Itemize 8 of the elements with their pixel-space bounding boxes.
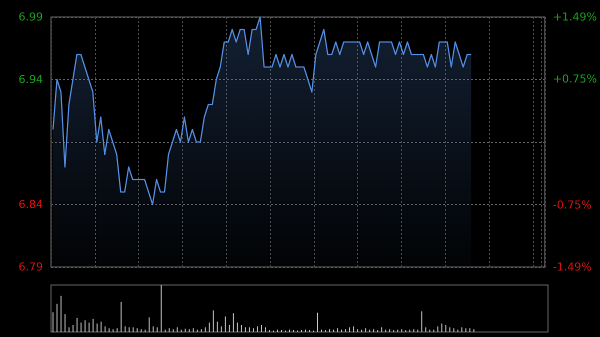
y2-tick-label: -0.75% — [552, 198, 592, 212]
y-tick-label: 6.94 — [18, 73, 43, 86]
y2-tick-label: +0.75% — [552, 72, 598, 86]
y-tick-label: 6.84 — [18, 198, 43, 211]
y2-tick-label: +1.49% — [552, 10, 598, 24]
y-tick-label: 6.79 — [18, 260, 43, 274]
y2-tick-label: -1.49% — [552, 260, 592, 274]
y-tick-label: 6.99 — [18, 10, 43, 24]
